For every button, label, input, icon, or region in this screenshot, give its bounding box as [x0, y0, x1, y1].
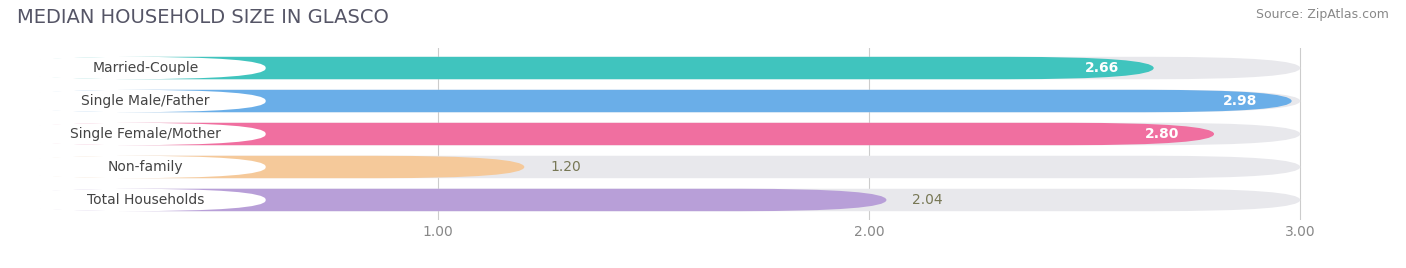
FancyBboxPatch shape [7, 189, 886, 211]
Text: Married-Couple: Married-Couple [93, 61, 198, 75]
Text: MEDIAN HOUSEHOLD SIZE IN GLASCO: MEDIAN HOUSEHOLD SIZE IN GLASCO [17, 8, 388, 27]
FancyBboxPatch shape [7, 156, 1301, 178]
FancyBboxPatch shape [7, 57, 1154, 79]
Text: 2.66: 2.66 [1085, 61, 1119, 75]
FancyBboxPatch shape [7, 57, 1301, 79]
FancyBboxPatch shape [7, 156, 524, 178]
FancyBboxPatch shape [0, 189, 266, 211]
FancyBboxPatch shape [0, 57, 266, 79]
FancyBboxPatch shape [0, 156, 266, 178]
Text: 2.04: 2.04 [912, 193, 943, 207]
Text: Source: ZipAtlas.com: Source: ZipAtlas.com [1256, 8, 1389, 21]
Text: Single Female/Mother: Single Female/Mother [70, 127, 221, 141]
Text: Total Households: Total Households [87, 193, 204, 207]
FancyBboxPatch shape [7, 123, 1213, 145]
Text: Single Male/Father: Single Male/Father [82, 94, 209, 108]
FancyBboxPatch shape [7, 189, 1301, 211]
FancyBboxPatch shape [0, 90, 266, 112]
Text: 2.80: 2.80 [1146, 127, 1180, 141]
Text: 1.20: 1.20 [550, 160, 581, 174]
FancyBboxPatch shape [0, 123, 266, 145]
FancyBboxPatch shape [7, 90, 1301, 112]
Text: Non-family: Non-family [108, 160, 183, 174]
Text: 2.98: 2.98 [1223, 94, 1257, 108]
FancyBboxPatch shape [7, 123, 1301, 145]
FancyBboxPatch shape [7, 90, 1292, 112]
